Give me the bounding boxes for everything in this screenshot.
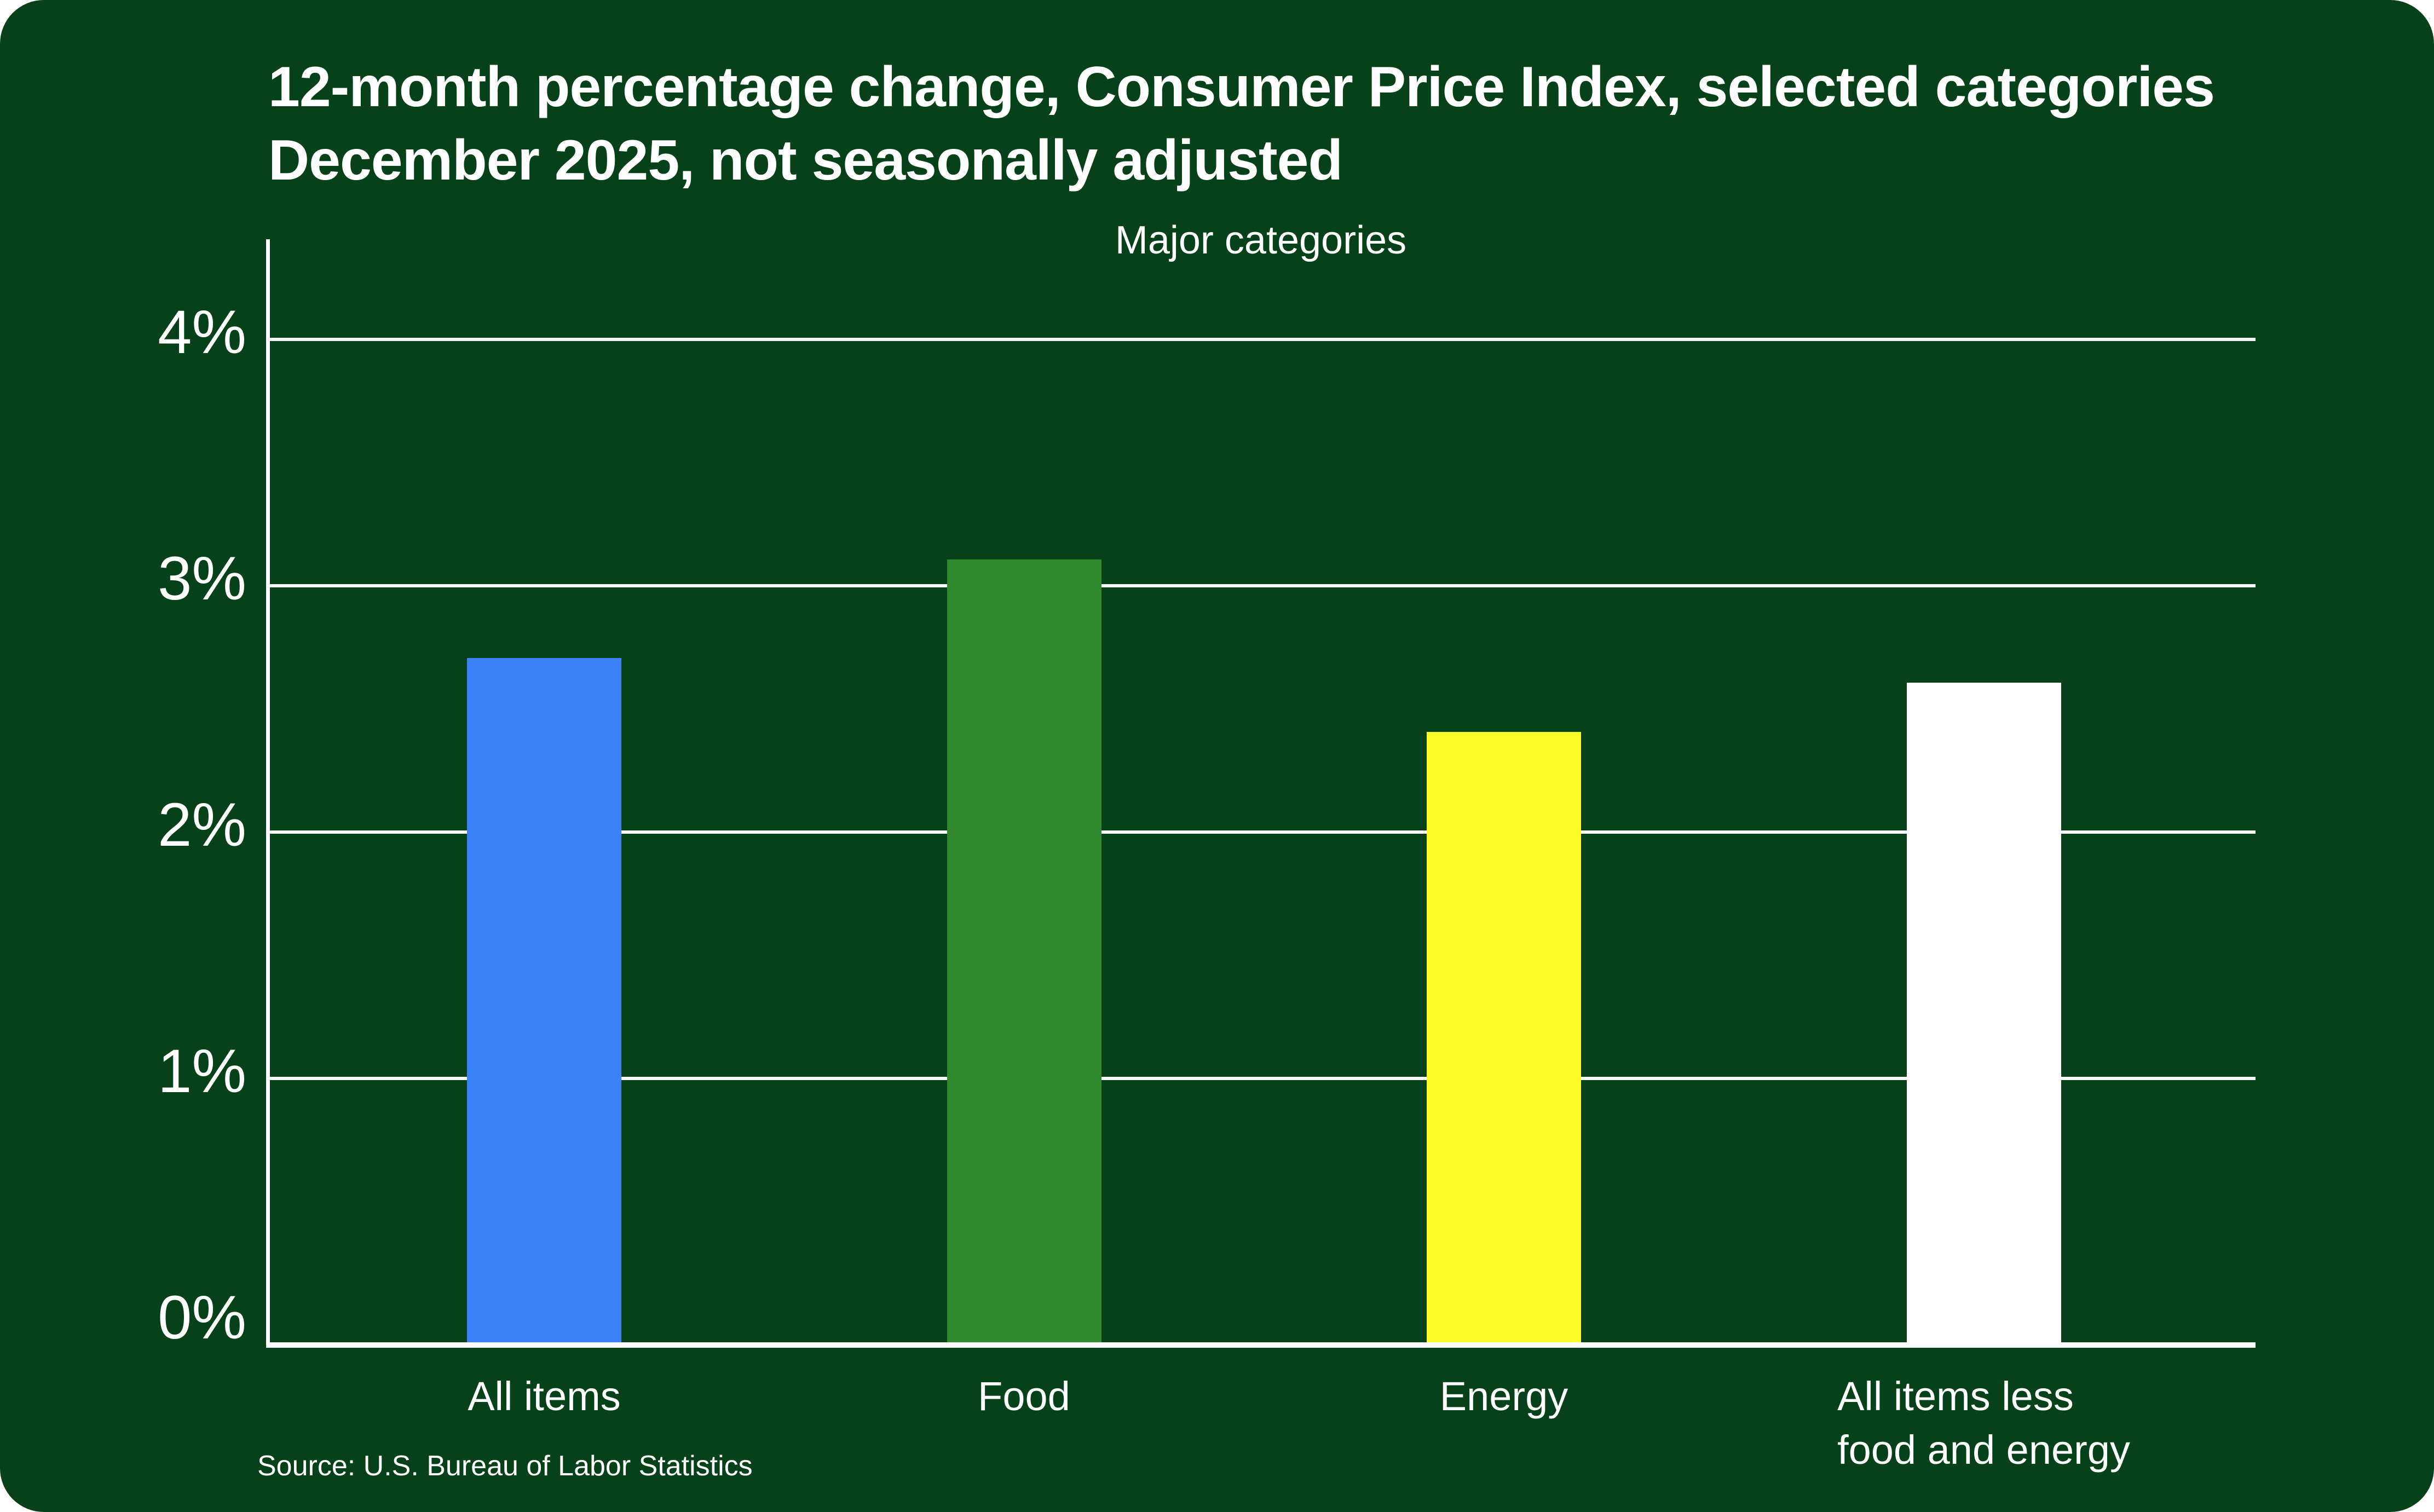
gridline-2pct (266, 830, 2256, 834)
x-axis-line (266, 1342, 2256, 1348)
gridline-1pct (266, 1077, 2256, 1080)
y-axis-label-4pct: 4% (158, 298, 246, 366)
y-axis-label-1pct: 1% (158, 1037, 246, 1105)
x-axis-label-energy: Energy (1440, 1370, 1568, 1423)
plot-area (266, 239, 2256, 1348)
gridline-3pct (266, 584, 2256, 587)
chart-title-line-1: 12-month percentage change, Consumer Pri… (268, 55, 2215, 119)
source-note: Source: U.S. Bureau of Labor Statistics (257, 1450, 753, 1482)
x-axis-label-text: All items (468, 1374, 621, 1419)
x-axis-label-all-items-less-food-and-energy: All items less food and energy (1837, 1370, 2130, 1477)
chart-title: 12-month percentage change, Consumer Pri… (268, 50, 2215, 197)
x-axis-label-text: Food (978, 1374, 1070, 1419)
chart-subtitle: Major categories (1115, 218, 1407, 262)
x-axis-label-food: Food (978, 1370, 1070, 1423)
bar-food (947, 559, 1101, 1348)
chart-title-line-2: December 2025, not seasonally adjusted (268, 129, 1343, 192)
gridline-4pct (266, 338, 2256, 341)
x-axis-label-text: Energy (1439, 1374, 1568, 1419)
x-axis-label-text: All items less food and energy (1837, 1374, 2130, 1473)
y-axis-line (266, 239, 270, 1348)
bar-all-items (467, 658, 621, 1348)
y-axis-label-0pct: 0% (158, 1283, 246, 1352)
bar-all-items-less-food-and-energy (1906, 683, 2061, 1348)
x-axis-label-all-items: All items (468, 1370, 621, 1423)
y-axis-label-3pct: 3% (158, 544, 246, 613)
y-axis-label-2pct: 2% (158, 790, 246, 859)
bar-energy (1427, 732, 1581, 1348)
